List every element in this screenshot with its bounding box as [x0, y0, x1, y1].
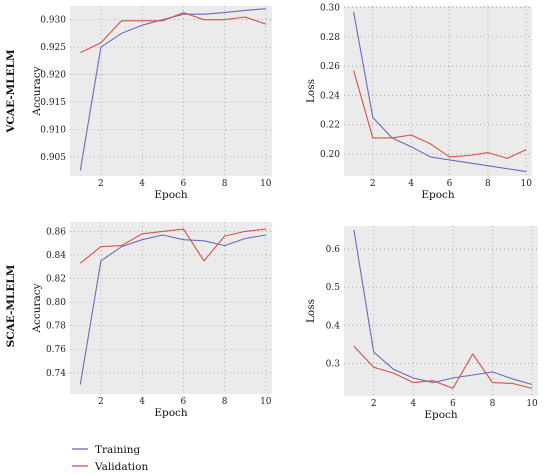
y-tick-label: 0.78	[46, 322, 66, 332]
chart-panel-2: 2 4 6 8 10 0.20 0.22 0.24 0.26 0.28 0.30 Epoch Loss	[305, 3, 532, 201]
y-tick-label: 0.82	[46, 275, 66, 285]
plot-background	[70, 222, 272, 394]
y-tick-label: 0.4	[326, 321, 341, 331]
y-tick-label: 0.910	[40, 125, 66, 135]
y-tick-label: 0.80	[46, 298, 66, 308]
x-tick-label: 2	[370, 179, 376, 189]
x-tick-label: 10	[526, 399, 538, 409]
series-line-training	[353, 229, 533, 386]
series-line-validation	[79, 228, 266, 264]
y-tick-label: 0.28	[320, 33, 340, 43]
y-tick-label: 0.920	[40, 71, 66, 81]
x-axis-label: Epoch	[154, 407, 188, 419]
legend: Training Validation	[72, 444, 148, 473]
x-tick-label: 6	[181, 397, 187, 407]
y-tick-label: 0.6	[326, 245, 341, 255]
y-tick-label: 0.76	[46, 345, 66, 355]
y-tick-label: 0.905	[40, 153, 66, 163]
legend-label-validation: Validation	[94, 461, 148, 473]
y-axis-label: Loss	[305, 79, 317, 103]
plot-background	[344, 6, 532, 176]
row-label-1: VCAE-MLELM	[5, 49, 17, 134]
y-tick-label: 0.5	[326, 283, 341, 293]
x-axis-label: Epoch	[424, 409, 458, 421]
x-tick-label: 10	[521, 179, 533, 189]
x-tick-label: 8	[490, 399, 496, 409]
series-line-validation	[353, 345, 533, 389]
y-axis-label: Accuracy	[31, 66, 43, 116]
chart-panel-4: 2 4 6 8 10 0.3 0.4 0.5 0.6 Epoch Loss	[305, 226, 538, 421]
x-tick-label: 2	[371, 399, 377, 409]
x-tick-label: 2	[98, 179, 104, 189]
y-tick-label: 0.24	[320, 91, 340, 101]
y-axis-label: Loss	[305, 299, 317, 323]
x-tick-label: 4	[139, 179, 145, 189]
series-line-validation	[80, 12, 266, 54]
plot-background	[344, 226, 538, 396]
x-tick-label: 4	[139, 397, 145, 407]
x-tick-label: 2	[98, 397, 104, 407]
x-tick-label: 8	[222, 179, 228, 189]
x-tick-label: 8	[222, 397, 228, 407]
series-line-validation	[353, 70, 527, 159]
y-tick-label: 0.30	[320, 3, 340, 13]
x-tick-label: 4	[410, 399, 416, 409]
y-tick-label: 0.930	[40, 16, 66, 26]
series-line-training	[353, 11, 527, 173]
x-tick-label: 6	[181, 179, 187, 189]
x-tick-label: 4	[408, 179, 414, 189]
x-axis-label: Epoch	[421, 189, 455, 201]
x-tick-label: 10	[260, 179, 272, 189]
x-tick-label: 6	[447, 179, 453, 189]
y-tick-label: 0.20	[320, 150, 340, 160]
plot-background	[70, 6, 272, 176]
legend-label-training: Training	[95, 444, 141, 456]
y-tick-label: 0.86	[46, 227, 66, 237]
y-tick-label: 0.74	[46, 369, 66, 379]
row-label-2: SCAE-MLELM	[5, 264, 17, 347]
y-tick-label: 0.22	[320, 121, 340, 131]
x-tick-label: 10	[260, 397, 272, 407]
y-tick-label: 0.3	[326, 360, 341, 370]
series-line-training	[79, 234, 266, 385]
y-axis-label: Accuracy	[31, 283, 43, 333]
y-tick-label: 0.915	[40, 98, 66, 108]
y-tick-label: 0.26	[320, 62, 340, 72]
x-tick-label: 8	[485, 179, 491, 189]
chart-panel-3: 2 4 6 8 10 0.74 0.76 0.78 0.80 0.82 0.84 0.86 Epoch A…	[31, 222, 272, 419]
y-tick-label: 0.925	[40, 43, 66, 53]
x-axis-label: Epoch	[154, 189, 188, 201]
x-tick-label: 6	[450, 399, 456, 409]
chart-panel-1: 2 4 6 8 10 0.905 0.910 0.915 0.920 0.925 0.930 Epoc…	[31, 6, 272, 201]
y-tick-label: 0.84	[46, 251, 66, 261]
